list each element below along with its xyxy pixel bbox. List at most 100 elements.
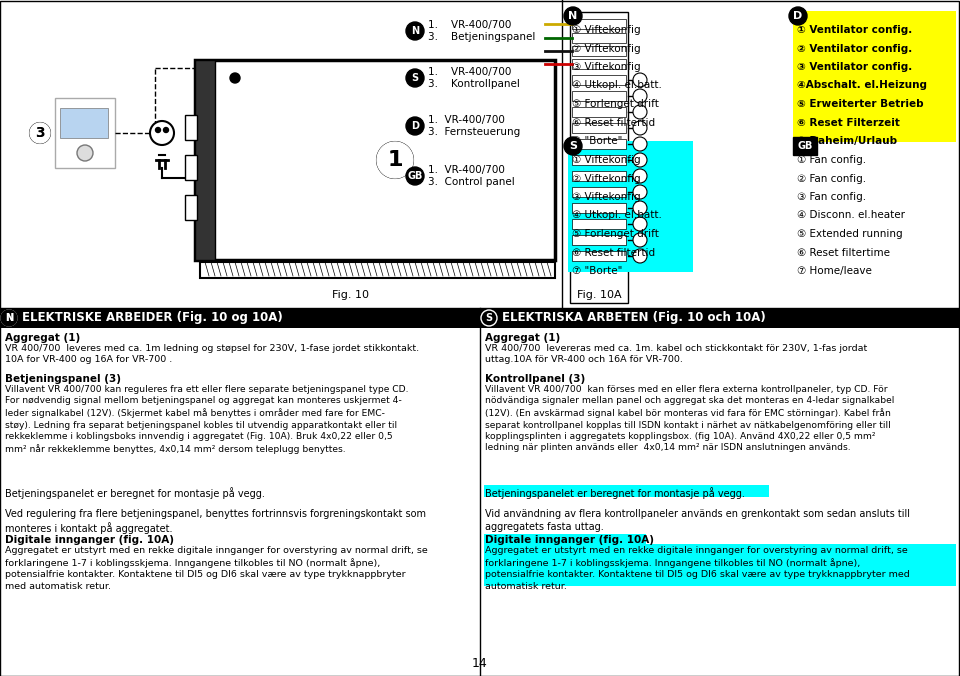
Text: Aggregatet er utstyrt med en rekke digitale innganger for overstyring av normal : Aggregatet er utstyrt med en rekke digit… [5, 546, 428, 591]
Text: ② Viftekonfig: ② Viftekonfig [572, 174, 640, 183]
Bar [572, 46, 626, 56]
Circle shape [1, 310, 17, 326]
Bar [572, 203, 626, 213]
Text: N: N [411, 26, 420, 36]
Bar [572, 75, 626, 85]
Circle shape [230, 73, 240, 83]
Text: ELEKTRISKA ARBETEN (Fig. 10 och 10A): ELEKTRISKA ARBETEN (Fig. 10 och 10A) [502, 312, 766, 324]
Circle shape [150, 121, 174, 145]
Circle shape [633, 169, 647, 183]
Bar [572, 235, 626, 245]
Text: 3.  Control panel: 3. Control panel [428, 177, 515, 187]
Text: ③ Ventilator config.: ③ Ventilator config. [797, 62, 912, 72]
Bar [793, 11, 956, 142]
Circle shape [377, 142, 413, 178]
Bar [200, 262, 555, 278]
Bar [185, 195, 197, 220]
Bar [484, 534, 646, 546]
Circle shape [633, 137, 647, 151]
Circle shape [406, 22, 424, 40]
Text: VR 400/700  levereras med ca. 1m. kabel och stickkontakt för 230V, 1-fas jordat
: VR 400/700 levereras med ca. 1m. kabel o… [485, 344, 867, 364]
Text: ⑤ Erweiterter Betrieb: ⑤ Erweiterter Betrieb [797, 99, 924, 109]
Bar [484, 485, 769, 497]
Text: ② Ventilator config.: ② Ventilator config. [797, 43, 912, 53]
Circle shape [564, 137, 582, 155]
Text: GB: GB [407, 171, 422, 181]
Text: 3.    Betjeningspanel: 3. Betjeningspanel [428, 32, 536, 42]
Text: 1.  VR-400/700: 1. VR-400/700 [428, 115, 505, 125]
Text: Digitale innganger (fig. 10A): Digitale innganger (fig. 10A) [485, 535, 654, 545]
Text: 3: 3 [36, 126, 44, 140]
Text: ④Abschalt. el.Heizung: ④Abschalt. el.Heizung [797, 80, 927, 91]
Bar [572, 171, 626, 181]
Text: ⑦ Daheim/Urlaub: ⑦ Daheim/Urlaub [797, 136, 898, 146]
Text: Villavent VR 400/700 kan reguleres fra ett eller flere separate betjeningspanel : Villavent VR 400/700 kan reguleres fra e… [5, 385, 409, 454]
Bar [793, 137, 817, 155]
Text: Aggregatet er utstyrt med en rekke digitale innganger for overstyring av normal : Aggregatet er utstyrt med en rekke digit… [485, 546, 910, 591]
Text: 3: 3 [36, 126, 45, 140]
Circle shape [156, 128, 160, 132]
Bar [484, 544, 956, 586]
Circle shape [633, 153, 647, 167]
Bar [572, 139, 626, 149]
Bar [55, 98, 115, 168]
Text: ⑤ Forlenget drift: ⑤ Forlenget drift [572, 229, 659, 239]
Text: ① Viftekonfig: ① Viftekonfig [572, 155, 640, 165]
Text: ⑥ Reset Filterzeit: ⑥ Reset Filterzeit [797, 118, 900, 128]
Text: ④ Disconn. el.heater: ④ Disconn. el.heater [797, 210, 905, 220]
Circle shape [481, 310, 497, 326]
Text: ⑥ Reset filtertid: ⑥ Reset filtertid [572, 118, 655, 128]
Bar [572, 59, 626, 69]
Circle shape [406, 117, 424, 135]
Circle shape [633, 217, 647, 231]
Circle shape [633, 185, 647, 199]
Text: Kontrollpanel (3): Kontrollpanel (3) [485, 374, 586, 384]
Text: ② Fan config.: ② Fan config. [797, 174, 866, 183]
Text: ELEKTRISKE ARBEIDER (Fig. 10 og 10A): ELEKTRISKE ARBEIDER (Fig. 10 og 10A) [22, 312, 283, 324]
Text: VR 400/700  leveres med ca. 1m ledning og støpsel for 230V, 1-fase jordet stikko: VR 400/700 leveres med ca. 1m ledning og… [5, 344, 420, 364]
Text: N: N [5, 313, 13, 323]
Bar [572, 219, 626, 229]
Text: ⑥ Reset filtertid: ⑥ Reset filtertid [572, 247, 655, 258]
Text: GB: GB [798, 141, 813, 151]
Bar [195, 60, 555, 260]
Text: Betjeningspanel (3): Betjeningspanel (3) [5, 374, 121, 384]
Text: D: D [793, 11, 803, 21]
Text: N: N [5, 313, 13, 323]
Bar [195, 60, 215, 260]
Text: 1.  VR-400/700: 1. VR-400/700 [428, 165, 505, 175]
Text: ④ Utkopl. el.batt.: ④ Utkopl. el.batt. [572, 210, 661, 220]
Circle shape [633, 73, 647, 87]
Circle shape [1, 310, 17, 326]
Circle shape [633, 121, 647, 135]
Bar [185, 155, 197, 180]
Text: Betjeningspanelet er beregnet for montasje på vegg.: Betjeningspanelet er beregnet for montas… [5, 487, 265, 499]
Bar [572, 91, 626, 101]
Bar [572, 107, 626, 117]
Text: S: S [569, 141, 577, 151]
Circle shape [633, 201, 647, 215]
Text: ⑤ Forlenget drift: ⑤ Forlenget drift [572, 99, 659, 109]
Text: S: S [412, 73, 419, 83]
Text: 3.    Kontrollpanel: 3. Kontrollpanel [428, 79, 520, 89]
Circle shape [377, 142, 413, 178]
Text: Digitale innganger (fig. 10A): Digitale innganger (fig. 10A) [5, 535, 174, 545]
Text: ⑦ Home/leave: ⑦ Home/leave [797, 266, 872, 276]
Text: ④ Utkopl. el.batt.: ④ Utkopl. el.batt. [572, 80, 661, 91]
Text: ⑦ "Borte": ⑦ "Borte" [572, 266, 622, 276]
Text: 1: 1 [387, 150, 403, 170]
Bar [572, 251, 626, 261]
Bar [572, 187, 626, 197]
Bar [572, 155, 626, 165]
Text: 1.    VR-400/700: 1. VR-400/700 [428, 20, 512, 30]
Circle shape [789, 7, 807, 25]
Text: Ved regulering fra flere betjeningspanel, benyttes fortrinnsvis forgreningskonta: Ved regulering fra flere betjeningspanel… [5, 509, 426, 534]
Text: ⑤ Extended running: ⑤ Extended running [797, 229, 902, 239]
Bar [60, 108, 108, 138]
Circle shape [406, 167, 424, 185]
Text: 1: 1 [388, 150, 402, 170]
Circle shape [30, 123, 50, 143]
Text: D: D [411, 121, 419, 131]
Text: ① Viftekonfig: ① Viftekonfig [572, 25, 640, 35]
Text: Villavent VR 400/700  kan förses med en eller flera externa kontrollpaneler, typ: Villavent VR 400/700 kan förses med en e… [485, 385, 895, 452]
